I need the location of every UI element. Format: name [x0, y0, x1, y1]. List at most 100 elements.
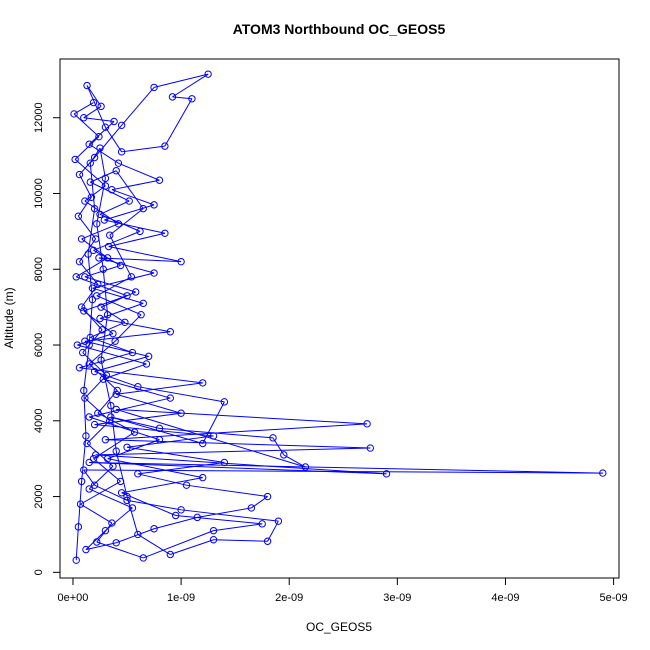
series-segment [116, 408, 368, 425]
data-point [128, 348, 137, 357]
data-point [70, 110, 78, 118]
data-point [89, 246, 98, 255]
data-point [150, 201, 158, 209]
series-segment [107, 458, 203, 479]
data-point [155, 436, 164, 444]
data-point [71, 155, 79, 164]
data-point [258, 520, 266, 528]
data-point [94, 280, 102, 289]
data-point [112, 447, 120, 455]
series-segment [93, 458, 121, 482]
series-segment [73, 113, 100, 138]
data-point [88, 284, 97, 292]
series-segment [84, 340, 149, 357]
data-point [263, 537, 272, 545]
y-tick-label: 10000 [33, 178, 45, 209]
data-point [74, 212, 83, 220]
series-segment [114, 314, 142, 342]
data-point [97, 102, 105, 111]
data-point [134, 470, 142, 478]
data-point [168, 93, 177, 101]
series-segment [159, 427, 274, 439]
series-segment [97, 412, 135, 433]
data-point [128, 504, 137, 512]
data-point [123, 496, 131, 505]
data-point [72, 556, 80, 564]
data-point [87, 193, 96, 201]
data-point [142, 360, 151, 368]
series-segment [100, 360, 112, 406]
data-point [204, 70, 212, 78]
series-segment [74, 159, 106, 187]
data-point [98, 326, 106, 334]
series-segment [104, 219, 165, 234]
data-point [112, 539, 120, 547]
data-point [117, 489, 126, 497]
data-point [114, 159, 123, 167]
data-point [81, 197, 89, 205]
data-point [88, 295, 97, 304]
data-point [81, 394, 89, 402]
x-tick-label: 1e-09 [167, 592, 195, 604]
data-point [81, 337, 89, 345]
series-segment [74, 136, 100, 160]
series-segment [96, 178, 106, 224]
data-point [123, 292, 131, 300]
y-tick-label: 12000 [33, 102, 45, 133]
data-point [274, 517, 283, 525]
data-point [382, 470, 391, 478]
series-segment [108, 246, 182, 263]
data-point [90, 153, 99, 162]
data-point [94, 409, 102, 417]
data-point [101, 174, 110, 183]
data-point [199, 439, 207, 448]
series-segment [94, 124, 123, 158]
data-point [112, 167, 120, 175]
data-point [106, 417, 114, 425]
data-point [182, 481, 191, 489]
series-segment [126, 435, 214, 448]
x-tick-label: 2e-09 [275, 592, 303, 604]
series-segment [121, 87, 155, 126]
data-point [166, 394, 174, 402]
data-point [209, 536, 218, 544]
data-point [90, 481, 99, 489]
data-point [90, 367, 99, 376]
data-point [99, 375, 107, 383]
series-segment [94, 484, 128, 501]
data-point [209, 526, 218, 535]
data-point [103, 254, 112, 262]
data-point [112, 405, 120, 414]
series-segment [84, 200, 119, 225]
data-point [125, 197, 133, 205]
data-point [177, 257, 185, 266]
series-segment [83, 390, 87, 436]
data-point [101, 436, 110, 444]
series-segment [108, 232, 165, 248]
series-segment [99, 318, 171, 333]
data-point [116, 261, 125, 270]
data-point [75, 364, 84, 372]
series-segment [75, 257, 108, 278]
series-segment [94, 412, 182, 426]
series-segment [137, 534, 171, 555]
data-point [75, 170, 84, 179]
series-segment [87, 254, 93, 300]
data-point [109, 329, 117, 338]
data-point [89, 98, 98, 107]
y-tick-label: 8000 [33, 257, 45, 281]
series-segment [103, 378, 171, 399]
x-tick-label: 5e-09 [600, 592, 628, 604]
data-point [111, 337, 119, 345]
data-point [150, 83, 158, 92]
data-point [114, 220, 123, 228]
series-segment [79, 367, 203, 384]
data-point [80, 307, 88, 315]
data-point [150, 269, 158, 277]
series-segment [89, 461, 603, 474]
series-segment [83, 310, 114, 335]
series-segment [96, 295, 142, 316]
data-point [599, 469, 607, 477]
data-point [77, 303, 86, 311]
